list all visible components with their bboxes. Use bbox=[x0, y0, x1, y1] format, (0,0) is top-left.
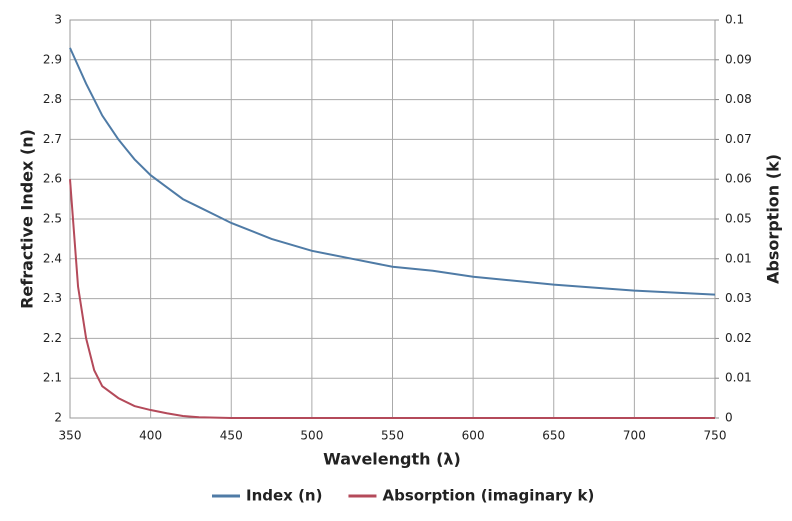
y-tick-label: 2.6 bbox=[43, 172, 62, 186]
y-axis-title: Refractive Index (n) bbox=[18, 129, 37, 309]
x-axis-title: Wavelength (λ) bbox=[323, 450, 461, 469]
x-tick-label: 700 bbox=[623, 429, 646, 443]
series-line bbox=[69, 47, 716, 296]
x-tick-label: 350 bbox=[59, 429, 82, 443]
y2-tick-label: 0.1 bbox=[725, 13, 744, 27]
y2-tick-label: 0.07 bbox=[725, 132, 752, 146]
y2-tick-label: 0.01 bbox=[725, 251, 752, 265]
y-tick-label: 2.8 bbox=[43, 92, 62, 106]
y-tick-label: 3 bbox=[54, 13, 62, 27]
x-tick-label: 650 bbox=[542, 429, 565, 443]
y-tick-label: 2.4 bbox=[43, 251, 62, 265]
y-tick-label: 2.1 bbox=[43, 371, 62, 385]
x-tick-label: 750 bbox=[704, 429, 727, 443]
x-tick-label: 450 bbox=[220, 429, 243, 443]
y2-axis-title: Absorption (k) bbox=[764, 154, 783, 284]
y2-tick-label: 0.05 bbox=[725, 212, 752, 226]
y2-tick-label: 0.01 bbox=[725, 371, 752, 385]
y2-tick-label: 0.02 bbox=[725, 331, 752, 345]
y-tick-label: 2.9 bbox=[43, 52, 62, 66]
x-tick-label: 500 bbox=[300, 429, 323, 443]
x-tick-label: 400 bbox=[139, 429, 162, 443]
legend-label: Absorption (imaginary k) bbox=[382, 487, 594, 505]
y-tick-label: 2 bbox=[54, 411, 62, 425]
y-tick-label: 2.3 bbox=[43, 291, 62, 305]
y-tick-label: 2.2 bbox=[43, 331, 62, 345]
x-tick-label: 600 bbox=[462, 429, 485, 443]
y2-tick-label: 0 bbox=[725, 411, 733, 425]
series-line bbox=[69, 179, 715, 419]
y2-tick-label: 0.03 bbox=[725, 291, 752, 305]
y-tick-label: 2.5 bbox=[43, 212, 62, 226]
y2-tick-label: 0.08 bbox=[725, 92, 752, 106]
y2-tick-label: 0.09 bbox=[725, 52, 752, 66]
y2-tick-label: 0.06 bbox=[725, 172, 752, 186]
x-tick-label: 550 bbox=[381, 429, 404, 443]
legend-label: Index (n) bbox=[246, 487, 322, 505]
y-tick-label: 2.7 bbox=[43, 132, 62, 146]
